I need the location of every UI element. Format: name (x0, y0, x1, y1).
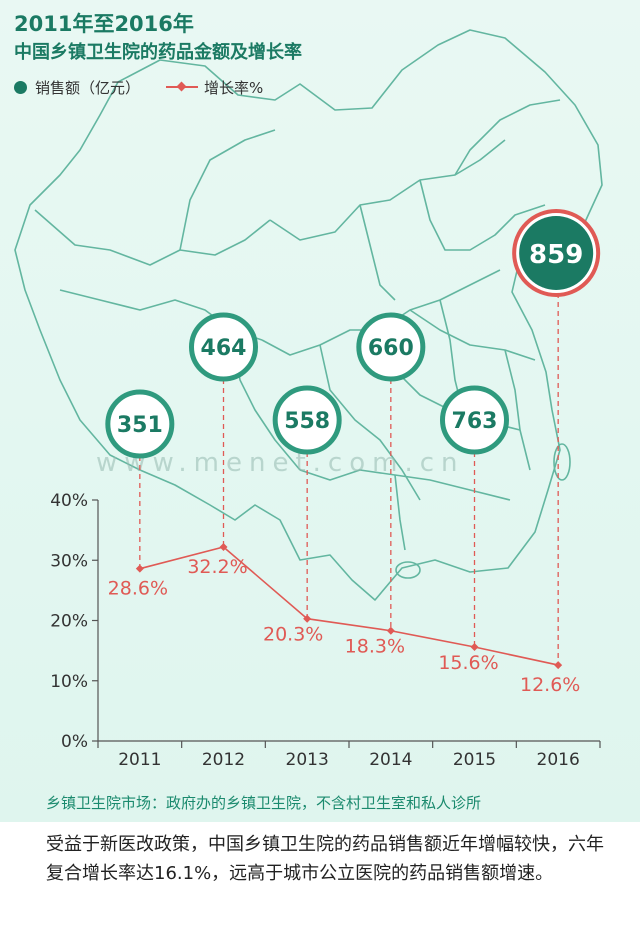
x-tick-label: 2013 (286, 750, 329, 770)
legend-sales-marker (14, 80, 27, 94)
sales-value-label: 351 (117, 413, 163, 438)
chart-legend: 销售额（亿元） 增长率% (14, 76, 263, 98)
x-tick-label: 2015 (453, 750, 496, 770)
growth-rate-point (135, 564, 144, 573)
growth-rate-point (386, 626, 395, 635)
legend-growth-marker (166, 80, 199, 94)
summary-text: 受益于新医改政策，中国乡镇卫生院的药品销售额近年增幅较快，六年复合增长率达16.… (46, 834, 604, 884)
growth-rate-label: 15.6% (438, 652, 498, 674)
sales-bubble (356, 312, 426, 382)
sales-bubble (189, 312, 258, 382)
y-tick-label: 30% (50, 551, 88, 571)
sales-value-label: 558 (284, 409, 330, 434)
y-tick-label: 40% (50, 491, 88, 511)
growth-rate-label: 32.2% (187, 556, 247, 578)
chart-plot: 0% 10% 20% 30% 40% 2011 2012 2013 2014 2015 2016 28… (50, 209, 601, 770)
x-tick-label: 2011 (118, 750, 161, 770)
y-tick-label: 10% (50, 672, 88, 692)
growth-rate-point (470, 643, 479, 652)
growth-rate-label: 20.3% (263, 624, 323, 646)
growth-rate-label: 28.6% (108, 578, 168, 600)
y-tick-label: 0% (61, 732, 88, 752)
growth-rate-point (554, 661, 563, 670)
sales-bubble (519, 216, 594, 290)
growth-rate-line (139, 546, 559, 666)
sales-bubble (105, 389, 175, 459)
sales-value-label: 763 (452, 409, 498, 434)
chart-title-line1: 2011年至2016年 (14, 12, 194, 36)
growth-rate-point (219, 542, 228, 551)
sales-value-label: 859 (529, 240, 583, 270)
sales-bubble (440, 385, 509, 455)
growth-rate-label: 18.3% (345, 636, 405, 658)
legend-sales-label: 销售额（亿元） (35, 78, 141, 97)
sales-bubble (272, 385, 342, 455)
x-tick-label: 2014 (369, 750, 412, 770)
sales-value-label: 464 (201, 336, 247, 361)
growth-rate-point (303, 614, 312, 623)
footnote: 乡镇卫生院市场：政府办的乡镇卫生院，不含村卫生室和私人诊所 (46, 794, 482, 812)
growth-rate-label: 12.6% (520, 674, 580, 696)
sales-value-label: 660 (368, 336, 414, 361)
x-tick-label: 2012 (202, 750, 245, 770)
x-tick-label: 2016 (537, 750, 580, 770)
chart-title-line2: 中国乡镇卫生院的药品金额及增长率 (14, 42, 302, 63)
legend-growth-label: 增长率% (204, 78, 264, 97)
y-tick-label: 20% (50, 612, 88, 632)
